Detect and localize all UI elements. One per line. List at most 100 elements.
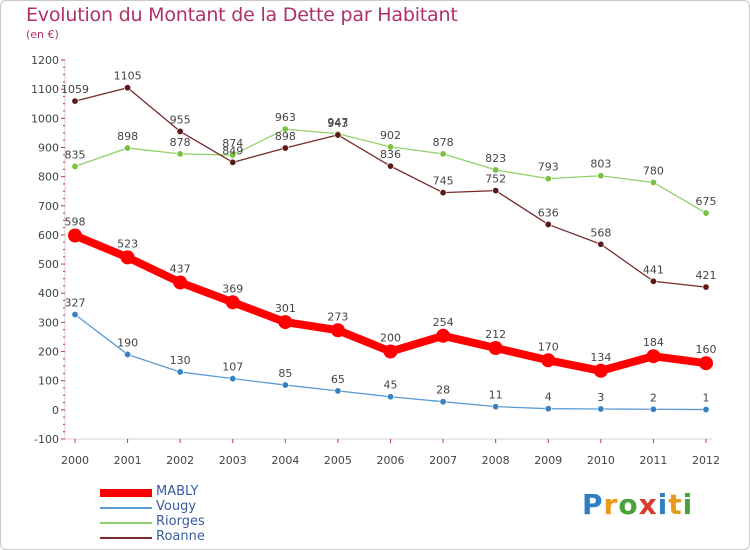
data-label: 793 [538, 161, 559, 174]
data-label: 943 [327, 117, 348, 130]
data-point [334, 131, 342, 139]
data-point [492, 166, 500, 174]
legend-item-mably: MABLY [100, 484, 300, 500]
data-label: 878 [170, 136, 191, 149]
data-label: 134 [590, 351, 611, 364]
data-point [225, 295, 240, 310]
data-point [702, 406, 710, 414]
legend-label: Roanne [156, 529, 205, 544]
data-label: 803 [590, 158, 611, 171]
data-label: 170 [538, 340, 559, 353]
data-point [334, 387, 342, 395]
legend-swatch [100, 521, 152, 524]
series-roanne [71, 84, 710, 291]
data-label: 636 [538, 206, 559, 219]
data-point [544, 220, 552, 228]
data-point [176, 368, 184, 376]
data-label: 327 [65, 297, 86, 310]
y-tick-label: 800 [38, 171, 59, 184]
data-point [173, 275, 188, 290]
legend-swatch [100, 506, 152, 509]
x-tick-label: 2001 [114, 454, 142, 467]
data-point [386, 162, 394, 170]
legend-label: Vougy [156, 499, 197, 514]
y-tick-label: 700 [38, 200, 59, 213]
data-point [278, 315, 293, 330]
y-tick-label: 0 [52, 404, 59, 417]
data-label: 898 [275, 130, 296, 143]
data-point [229, 151, 237, 159]
y-tick-label: 200 [38, 346, 59, 359]
series-layer [68, 84, 713, 414]
y-tick-label: 300 [38, 316, 59, 329]
y-tick-label: 1200 [31, 54, 59, 67]
data-label: 190 [117, 336, 138, 349]
legend-label: Riorges [156, 514, 205, 529]
data-label: 212 [485, 328, 506, 341]
data-label: 421 [696, 269, 717, 282]
data-label: 441 [643, 263, 664, 276]
data-label: 45 [384, 379, 398, 392]
logo-letter: x [638, 488, 658, 521]
data-point [281, 381, 289, 389]
data-point [597, 172, 605, 180]
data-point [281, 144, 289, 152]
data-point [702, 209, 710, 217]
logo-letter: t [668, 488, 683, 521]
data-label: 849 [222, 144, 243, 157]
data-label: 947 [327, 116, 348, 129]
data-point [702, 283, 710, 291]
data-label: 835 [65, 148, 86, 161]
y-tick-label: 400 [38, 287, 59, 300]
logo-letter: r [603, 488, 619, 521]
data-point [229, 158, 237, 166]
legend-swatch [100, 536, 152, 539]
y-tick-label: 1000 [31, 112, 59, 125]
data-point [544, 405, 552, 413]
y-tick-label: 100 [38, 375, 59, 388]
data-labels-layer: 327 190 130 107 85 65 45 28 11 4 3 2 1 835 898 878 874 96… [61, 70, 717, 405]
data-point [71, 162, 79, 170]
y-tick-label: 500 [38, 258, 59, 271]
legend-label: MABLY [156, 484, 199, 499]
series-mably [68, 228, 713, 378]
legend: MABLY Vougy Riorges Roanne [100, 484, 300, 545]
data-point [439, 189, 447, 197]
data-label: 28 [436, 384, 450, 397]
data-label: 1059 [61, 83, 89, 96]
data-label: 184 [643, 336, 664, 349]
data-label: 745 [433, 175, 454, 188]
data-point [229, 375, 237, 383]
data-label: 675 [696, 195, 717, 208]
x-tick-label: 2000 [61, 454, 89, 467]
data-label: 823 [485, 152, 506, 165]
data-label: 4 [545, 391, 552, 404]
chart-subtitle: (en €) [26, 28, 59, 41]
data-label: 437 [170, 262, 191, 275]
proxiti-logo: Proxiti [582, 488, 693, 521]
data-point [593, 363, 608, 378]
data-label: 254 [433, 316, 454, 329]
data-point [124, 144, 132, 152]
logo-letter: o [618, 488, 639, 521]
data-label: 874 [222, 137, 243, 150]
data-label: 780 [643, 164, 664, 177]
data-label: 598 [65, 216, 86, 229]
y-tick-label: 600 [38, 229, 59, 242]
data-point [281, 125, 289, 133]
data-point [176, 150, 184, 158]
data-label: 273 [327, 310, 348, 323]
data-label: 3 [597, 391, 604, 404]
data-point [383, 344, 398, 359]
x-tick-label: 2004 [271, 454, 299, 467]
y-tick-label: 900 [38, 141, 59, 154]
data-point [649, 405, 657, 413]
data-point [176, 127, 184, 135]
y-tick-label: 1100 [31, 83, 59, 96]
data-point [71, 97, 79, 105]
legend-item-riorges: Riorges [100, 514, 300, 530]
data-point [492, 403, 500, 411]
y-tick-label: -100 [34, 433, 59, 446]
